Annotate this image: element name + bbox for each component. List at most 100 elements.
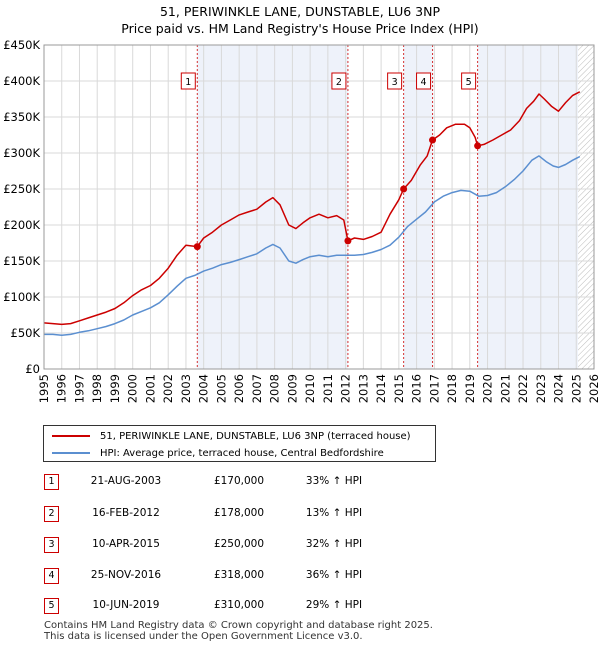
transaction-hpi: 13% ↑ HPI <box>305 507 363 519</box>
sale-point <box>474 142 482 150</box>
sale-number-label: 1 <box>185 77 191 88</box>
sale-number-box <box>416 72 432 90</box>
price-chart: 1 2 3 4 5 £0 £50K £100K £150K £200K £250K £300K £35… <box>3 38 600 403</box>
future-hatch <box>578 45 594 369</box>
transaction-date: 10-APR-2015 <box>92 538 160 550</box>
x-tick-label: 2022 <box>516 374 530 403</box>
table-row: 2 16-FEB-2012 £178,000 13% ↑ HPI <box>44 506 404 522</box>
x-tick-label: 2014 <box>374 374 388 403</box>
x-tick-label: 2010 <box>303 374 317 403</box>
footer: Contains HM Land Registry data © Crown c… <box>44 620 433 642</box>
x-tick-label: 2020 <box>481 374 495 403</box>
x-tick-label: 2018 <box>445 374 459 403</box>
transaction-hpi: 33% ↑ HPI <box>305 475 363 487</box>
sale-number-label: 3 <box>392 77 398 88</box>
property-price-line <box>43 91 581 326</box>
x-tick-label: 2019 <box>463 374 477 403</box>
sale-number-box <box>461 72 477 90</box>
x-tick-label: 2005 <box>214 374 228 403</box>
transaction-date: 10-JUN-2019 <box>92 599 160 611</box>
y-tick-label: £350K <box>3 110 40 124</box>
x-tick-label: 2013 <box>356 374 370 403</box>
sale-point <box>193 243 201 251</box>
y-tick-label: £100K <box>3 290 40 304</box>
footer-copyright: Contains HM Land Registry data © Crown c… <box>44 620 433 631</box>
x-tick-label: 2002 <box>161 374 175 403</box>
table-row: 5 10-JUN-2019 £310,000 29% ↑ HPI <box>44 598 404 614</box>
chart-legend: 51, PERIWINKLE LANE, DUNSTABLE, LU6 3NP … <box>43 425 436 462</box>
x-tick-label: 2023 <box>534 374 548 403</box>
sale-number-label: 2 <box>336 77 342 88</box>
x-tick-label: 1996 <box>55 374 69 403</box>
table-row: 4 25-NOV-2016 £318,000 36% ↑ HPI <box>44 568 404 584</box>
x-tick-label: 2017 <box>427 374 441 403</box>
y-tick-label: £200K <box>3 218 40 232</box>
x-tick-label: 1999 <box>108 374 122 403</box>
transaction-number: 1 <box>44 474 59 490</box>
sale-point <box>429 136 437 144</box>
sale-number-label: 5 <box>466 77 472 88</box>
ownership-shade <box>197 45 348 369</box>
chart-subtitle: Price paid vs. HM Land Registry's House … <box>121 21 479 36</box>
transaction-hpi: 32% ↑ HPI <box>305 538 363 550</box>
transaction-hpi: 36% ↑ HPI <box>305 569 363 581</box>
x-tick-label: 2008 <box>268 374 282 403</box>
legend-item-hpi: HPI: Average price, terraced house, Cent… <box>52 446 384 460</box>
transaction-price: £178,000 <box>213 507 265 519</box>
y-tick-label: £250K <box>3 182 40 196</box>
x-tick-label: 2006 <box>232 374 246 403</box>
x-tick-label: 2000 <box>126 374 140 403</box>
ownership-shade <box>477 45 579 369</box>
x-tick-label: 2007 <box>250 374 264 403</box>
sale-number-label: 4 <box>421 77 427 88</box>
chart-title: 51, PERIWINKLE LANE, DUNSTABLE, LU6 3NP <box>159 4 440 19</box>
transaction-date: 25-NOV-2016 <box>90 569 162 581</box>
sale-number-box <box>180 72 196 90</box>
legend-label-property: 51, PERIWINKLE LANE, DUNSTABLE, LU6 3NP … <box>100 430 411 442</box>
x-tick-label: 2015 <box>392 374 406 403</box>
x-tick-label: 2012 <box>339 374 353 403</box>
legend-swatch-hpi <box>52 452 90 454</box>
y-tick-label: £300K <box>3 146 40 160</box>
legend-label-hpi: HPI: Average price, terraced house, Cent… <box>100 447 384 459</box>
sale-point <box>344 237 352 245</box>
x-tick-label: 2003 <box>179 374 193 403</box>
y-tick-label: £150K <box>3 254 40 268</box>
legend-swatch-property <box>52 435 90 437</box>
transaction-price: £310,000 <box>213 599 265 611</box>
sale-number-box <box>331 72 347 90</box>
plot-border <box>43 44 595 370</box>
y-tick-label: £450K <box>3 38 40 52</box>
x-tick-label: 2024 <box>552 374 566 403</box>
x-tick-label: 2021 <box>498 374 512 403</box>
table-row: 1 21-AUG-2003 £170,000 33% ↑ HPI <box>44 474 404 490</box>
legend-item-property: 51, PERIWINKLE LANE, DUNSTABLE, LU6 3NP … <box>52 429 411 443</box>
y-tick-label: £0 <box>25 362 40 376</box>
x-tick-label: 2009 <box>285 374 299 403</box>
transaction-price: £250,000 <box>213 538 265 550</box>
transaction-number: 3 <box>44 537 59 553</box>
ownership-shade <box>403 45 433 369</box>
footer-license: This data is licensed under the Open Gov… <box>44 631 363 642</box>
x-tick-label: 2001 <box>143 374 157 403</box>
x-tick-label: 2026 <box>587 374 600 403</box>
transaction-hpi: 29% ↑ HPI <box>305 599 363 611</box>
transaction-price: £318,000 <box>213 569 265 581</box>
x-tick-label: 1995 <box>37 374 51 403</box>
x-tick-label: 2016 <box>410 374 424 403</box>
x-tick-label: 2011 <box>321 374 335 403</box>
x-tick-label: 1998 <box>90 374 104 403</box>
x-tick-label: 2025 <box>569 374 583 403</box>
x-tick-label: 2004 <box>197 374 211 403</box>
transaction-price: £170,000 <box>213 475 265 487</box>
transaction-number: 2 <box>44 506 59 522</box>
sale-number-box <box>387 72 403 90</box>
transaction-date: 21-AUG-2003 <box>90 475 162 487</box>
sale-point <box>400 185 408 193</box>
y-tick-label: £400K <box>3 74 40 88</box>
hpi-line <box>44 155 581 336</box>
x-tick-label: 1997 <box>72 374 86 403</box>
transaction-date: 16-FEB-2012 <box>92 507 160 519</box>
table-row: 3 10-APR-2015 £250,000 32% ↑ HPI <box>44 537 404 553</box>
transaction-number: 4 <box>44 568 59 584</box>
